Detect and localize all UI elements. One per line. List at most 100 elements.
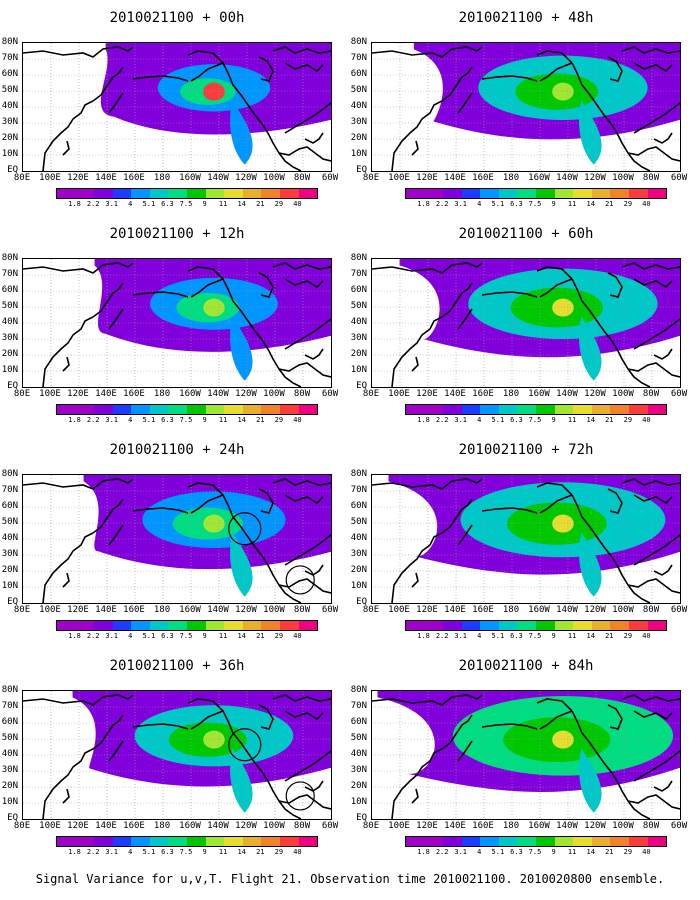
colorbar-label: 1.8 bbox=[68, 200, 81, 208]
map-canvas bbox=[23, 691, 331, 819]
coastline bbox=[627, 146, 680, 162]
longitude-label: 80E bbox=[13, 821, 31, 831]
latitude-label: 50N bbox=[1, 733, 18, 743]
colorbar-label: 1.8 bbox=[417, 848, 430, 856]
coastline bbox=[372, 694, 483, 706]
coastline bbox=[62, 356, 70, 372]
latitude-label: 70N bbox=[1, 485, 18, 495]
coastline bbox=[457, 308, 473, 330]
colorbar-label: 9 bbox=[551, 632, 556, 640]
colorbar-label: 1.8 bbox=[417, 416, 430, 424]
colorbar-swatch bbox=[261, 621, 280, 630]
longitude-label: 160W bbox=[528, 173, 550, 183]
longitude-label: 60W bbox=[321, 389, 339, 399]
colorbar-swatch bbox=[573, 837, 592, 846]
colorbar-label: 14 bbox=[237, 848, 246, 856]
coastline bbox=[258, 488, 274, 514]
latitude-label: 80N bbox=[1, 37, 18, 47]
longitude-label: 120E bbox=[67, 605, 89, 615]
colorbar-swatch bbox=[242, 405, 262, 414]
longitude-label: 160W bbox=[528, 389, 550, 399]
coastline bbox=[627, 578, 680, 594]
latitude-label: EQ bbox=[356, 381, 367, 391]
colorbar-swatch bbox=[224, 189, 243, 198]
coastline bbox=[633, 710, 673, 721]
coastline bbox=[633, 318, 680, 350]
map-panel bbox=[371, 42, 681, 172]
colorbar-label: 3.1 bbox=[454, 200, 468, 208]
latitude-label: 30N bbox=[1, 117, 18, 127]
longitude-label: 80E bbox=[13, 605, 31, 615]
panel-title: 2010021100 + 12h bbox=[109, 226, 245, 242]
coastline bbox=[536, 50, 629, 154]
longitude-label: 180 bbox=[153, 389, 171, 399]
latitude-label: 20N bbox=[350, 565, 367, 575]
colorbar-swatch bbox=[536, 837, 555, 846]
coastline bbox=[284, 494, 324, 505]
coastline bbox=[627, 584, 651, 603]
longitude-label: 120E bbox=[416, 389, 438, 399]
coastline bbox=[272, 478, 331, 486]
observation-circle bbox=[228, 512, 262, 546]
colorbar-label: 5.1 bbox=[491, 632, 505, 640]
colorbar-swatch bbox=[461, 837, 481, 846]
longitude-label: 160W bbox=[179, 605, 201, 615]
coastline bbox=[187, 482, 280, 586]
colorbar-swatch bbox=[168, 837, 188, 846]
colorbar-label: 9 bbox=[551, 200, 556, 208]
coastline bbox=[453, 282, 473, 306]
colorbar-swatch bbox=[75, 621, 95, 630]
longitude-label: 60W bbox=[670, 389, 688, 399]
longitude-label: 160E bbox=[472, 173, 494, 183]
coastline bbox=[278, 794, 331, 810]
coastline bbox=[457, 524, 473, 546]
colorbar bbox=[405, 836, 667, 847]
colorbar-swatch bbox=[205, 405, 225, 414]
colorbar-swatch bbox=[554, 189, 574, 198]
latitude-label: 20N bbox=[350, 349, 367, 359]
coastline bbox=[304, 132, 324, 144]
colorbar-swatch bbox=[443, 837, 462, 846]
colorbar-swatch bbox=[498, 621, 518, 630]
colorbar-label: 2.2 bbox=[435, 632, 449, 640]
variance-maximum bbox=[203, 82, 225, 101]
colorbar-label: 21 bbox=[256, 200, 265, 208]
colorbar-swatch bbox=[168, 189, 188, 198]
latitude-label: 20N bbox=[1, 349, 18, 359]
variance-maximum bbox=[552, 298, 574, 317]
colorbar-label: 7.5 bbox=[528, 200, 542, 208]
colorbar-swatch bbox=[573, 405, 592, 414]
coastline bbox=[278, 152, 302, 171]
colorbar-label: 9 bbox=[551, 848, 556, 856]
colorbar-label: 29 bbox=[274, 416, 284, 424]
coastline bbox=[411, 572, 419, 588]
coastline bbox=[278, 146, 331, 162]
colorbar-label: 9 bbox=[202, 200, 207, 208]
longitude-label: 160E bbox=[123, 389, 145, 399]
longitude-label: 100E bbox=[39, 389, 61, 399]
colorbar-swatch bbox=[591, 405, 611, 414]
colorbar-label: 29 bbox=[274, 632, 284, 640]
colorbar-label: 2.2 bbox=[86, 416, 100, 424]
latitude-label: EQ bbox=[7, 597, 18, 607]
colorbar-label: 6.3 bbox=[510, 200, 523, 208]
coastline bbox=[187, 698, 280, 802]
colorbar-label: 11 bbox=[567, 200, 577, 208]
variance-maximum bbox=[552, 82, 574, 101]
coastline bbox=[653, 348, 673, 360]
longitude-label: 100E bbox=[388, 389, 410, 399]
map-canvas bbox=[372, 691, 680, 819]
colorbar-label: 1.8 bbox=[68, 848, 81, 856]
longitude-label: 80E bbox=[362, 605, 380, 615]
colorbar-swatch bbox=[498, 405, 518, 414]
latitude-label: 10N bbox=[1, 581, 18, 591]
coastline bbox=[453, 498, 473, 522]
colorbar-label: 14 bbox=[586, 200, 595, 208]
colorbar-label: 21 bbox=[605, 200, 614, 208]
colorbar-label: 3.1 bbox=[454, 416, 468, 424]
coastline bbox=[481, 75, 538, 82]
coastline bbox=[304, 564, 324, 576]
longitude-label: 160E bbox=[472, 821, 494, 831]
colorbar-swatch bbox=[610, 621, 629, 630]
colorbar-label: 29 bbox=[623, 632, 633, 640]
